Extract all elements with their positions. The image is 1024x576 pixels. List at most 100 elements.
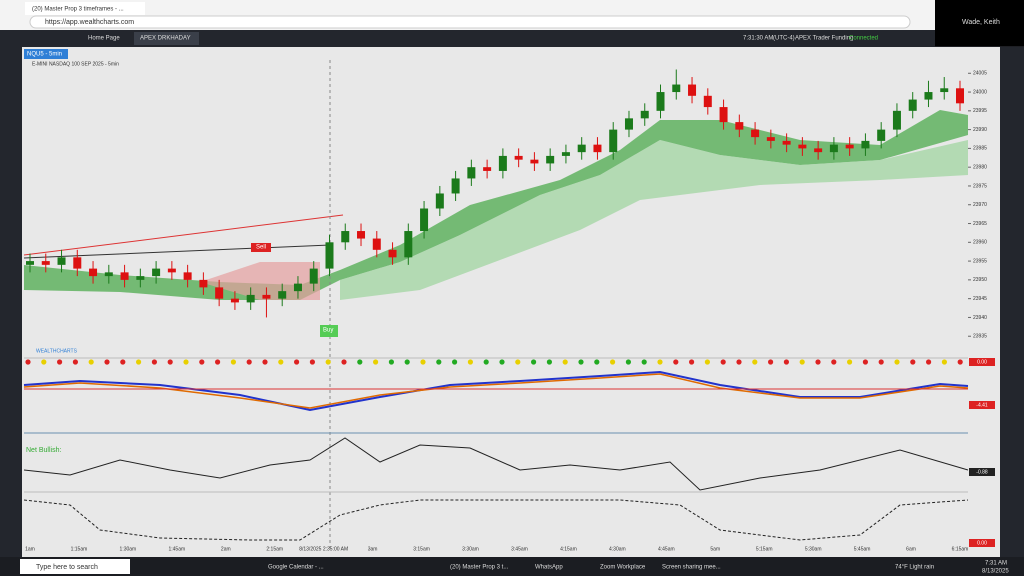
signal-dot <box>625 359 632 365</box>
y-tick-label: 23950 <box>973 277 987 283</box>
panel-value: 0.00 <box>977 540 987 546</box>
signal-dot <box>215 359 221 365</box>
signal-dot <box>262 359 268 365</box>
signal-dot <box>657 359 663 365</box>
x-tick-label: 1am <box>25 546 35 552</box>
signal-dot <box>546 359 553 365</box>
address-bar[interactable] <box>29 15 911 29</box>
candle-body <box>73 257 82 269</box>
candle-body <box>230 298 239 303</box>
url: https://app.wealthcharts.com <box>45 19 134 26</box>
candle-body <box>908 99 917 111</box>
candle-body <box>546 155 555 164</box>
tab-title: (20) Master Prop 3 timeframes - ... <box>32 7 124 13</box>
net-label: Net Bullish: <box>26 447 61 454</box>
x-tick-label: 2am <box>221 546 231 552</box>
candle-body <box>593 144 602 153</box>
signal-dot <box>436 359 442 365</box>
signal-dot <box>957 359 963 365</box>
signal-dot <box>483 359 489 365</box>
signal-dot <box>752 359 758 365</box>
y-tick-label: 23990 <box>973 127 987 133</box>
task-app[interactable]: Google Calendar - ... <box>268 565 324 571</box>
candle-body <box>845 144 854 149</box>
app-tab[interactable]: Home Page <box>88 36 120 42</box>
candle-body <box>167 268 176 273</box>
signal-dot <box>768 359 774 365</box>
buy-badge <box>320 325 338 337</box>
candle-body <box>120 272 129 280</box>
brand: WEALTHCHARTS <box>36 348 78 354</box>
search-box[interactable] <box>20 559 130 574</box>
x-tick-label: 6am <box>906 546 916 552</box>
x-tick-label: 3am <box>368 546 378 552</box>
y-tick-label: 23970 <box>973 202 987 208</box>
candle-body <box>293 283 302 292</box>
task-app[interactable]: Zoom Workplace <box>600 565 646 571</box>
x-tick-label: 3:45am <box>511 546 528 552</box>
signal-dot <box>894 359 900 365</box>
signal-dot <box>357 359 363 365</box>
panel-value: 0.00 <box>977 359 987 365</box>
signal-dot <box>341 359 347 365</box>
chart-area <box>22 47 1000 557</box>
left-toolbar <box>0 47 22 557</box>
y-tick-label: 23955 <box>973 258 987 264</box>
symbol-tab[interactable] <box>24 49 68 59</box>
candle-body <box>672 84 681 93</box>
candle-body <box>861 140 870 149</box>
signal-dot <box>910 359 916 365</box>
y-tick-label: 23975 <box>973 183 987 189</box>
signal-dot <box>562 359 568 365</box>
signal-dot <box>309 359 315 365</box>
app-tab-active[interactable] <box>134 32 199 45</box>
signal-dot <box>294 359 300 365</box>
x-tick-label: 5am <box>710 546 720 552</box>
panel3-line <box>23 437 969 491</box>
task-app[interactable]: WhatsApp <box>535 565 563 571</box>
value-badge <box>969 358 995 366</box>
signal-dot <box>373 359 379 365</box>
signal-dot <box>151 359 157 365</box>
candle-body <box>183 272 192 280</box>
candle-body <box>703 95 712 108</box>
x-tick-label: 8/13/2025 2:35:00 AM <box>299 546 348 552</box>
candle-body <box>372 238 381 250</box>
x-tick-label: 5:45am <box>854 546 871 552</box>
browser-tab[interactable] <box>25 2 145 15</box>
signal-dot <box>610 359 616 365</box>
candle-body <box>924 92 933 100</box>
signal-dot <box>847 359 853 365</box>
candle-body <box>451 178 460 194</box>
task-app[interactable]: Screen sharing mee... <box>662 565 721 571</box>
signal-dot <box>515 359 521 365</box>
signal-dot <box>531 359 537 365</box>
candle-body <box>262 294 271 299</box>
candle-body <box>766 137 775 141</box>
app-bar <box>0 30 935 47</box>
signal-dot <box>862 359 869 365</box>
signal-dot <box>57 359 63 365</box>
candle-body <box>814 148 823 153</box>
panel-value: -0.88 <box>976 469 988 475</box>
candle-body <box>26 261 34 265</box>
signal-dot <box>230 359 236 365</box>
x-tick-label: 1:30am <box>120 546 137 552</box>
candle-body <box>530 159 539 164</box>
candle-body <box>388 249 397 258</box>
y-tick-label: 23940 <box>973 315 987 321</box>
instrument: E-MINI NASDAQ 100 SEP 2025 - 5min <box>32 61 119 67</box>
task-app[interactable]: (20) Master Prop 3 t... <box>450 565 509 571</box>
signal-dot <box>167 359 173 365</box>
taskbar <box>0 557 1024 576</box>
app-tab[interactable]: APEX DRKHADAY <box>140 36 191 42</box>
oscillator-line <box>23 370 969 412</box>
x-tick-label: 3:30am <box>462 546 479 552</box>
candle-body <box>640 110 649 119</box>
candle-body <box>735 122 744 130</box>
candle-body <box>498 155 507 171</box>
y-tick-label: 23985 <box>973 146 987 152</box>
y-tick-label: 23945 <box>973 296 987 302</box>
y-tick-label: 23965 <box>973 221 987 227</box>
